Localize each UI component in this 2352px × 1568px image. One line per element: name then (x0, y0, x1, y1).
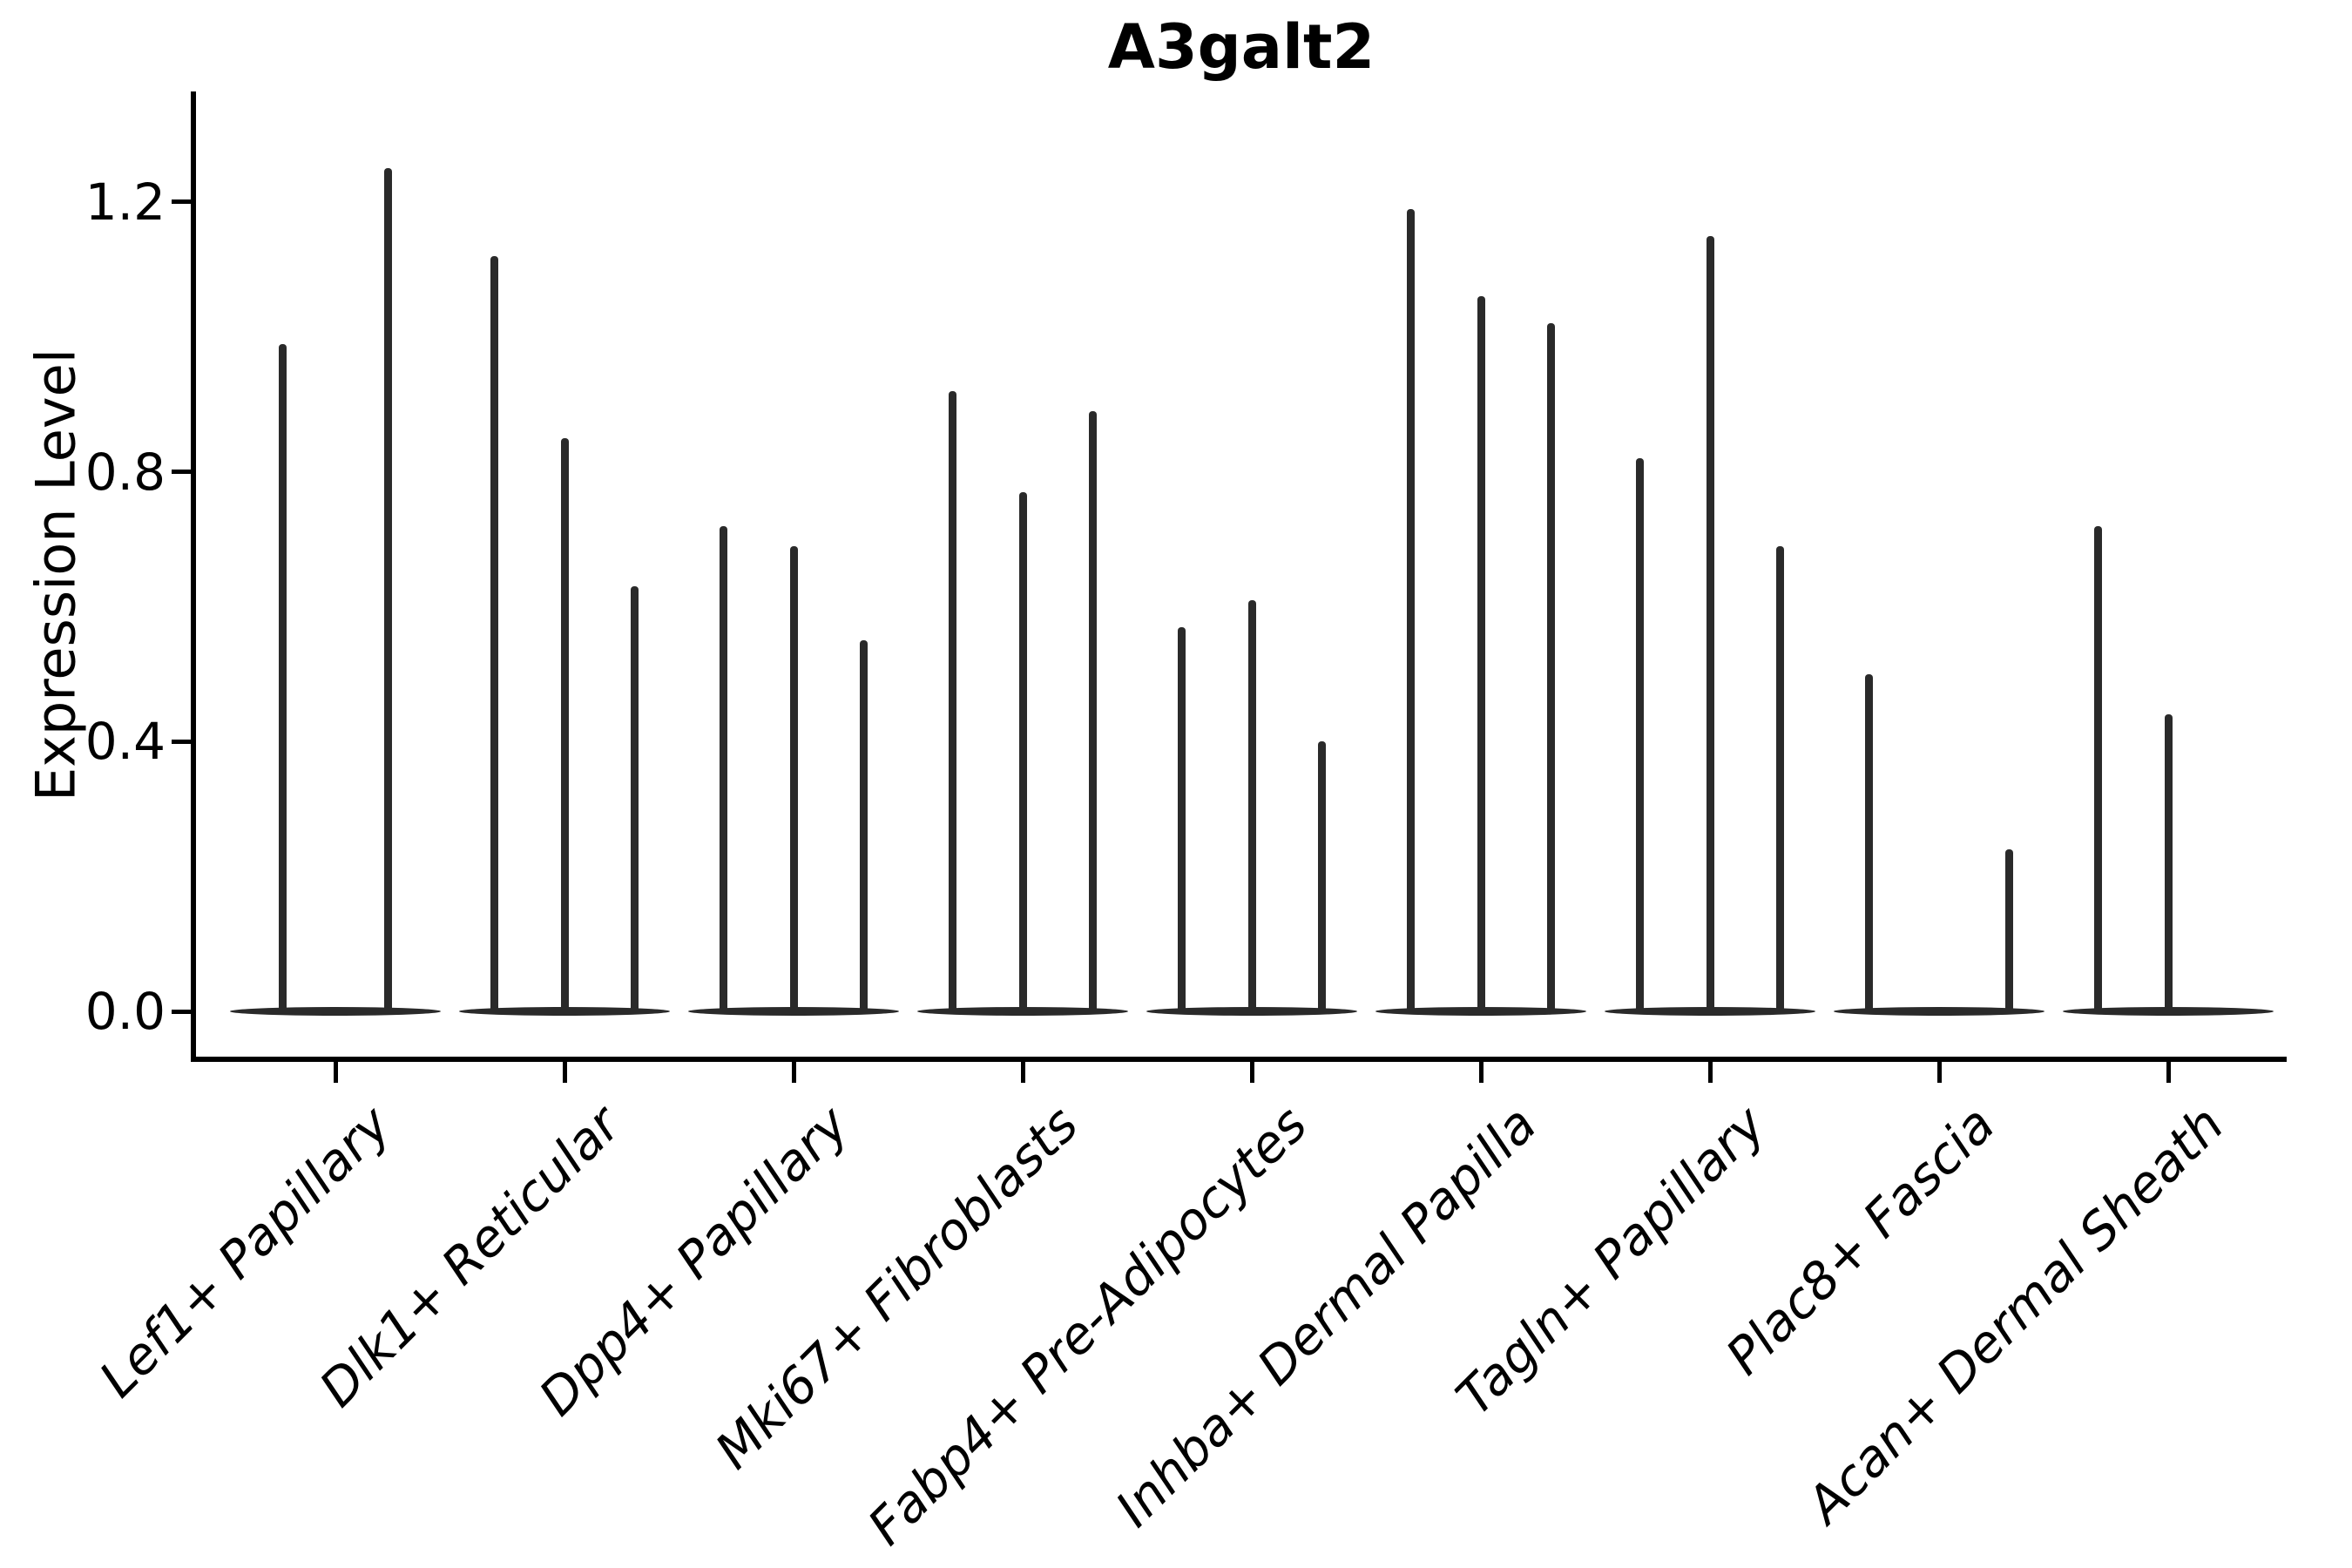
violin-spike (279, 343, 287, 1015)
x-tick-label: Inhba+ Dermal Papilla (1104, 1094, 1548, 1538)
x-tick-label: Fabp4+ Pre-Adipocytes (856, 1094, 1319, 1557)
chart-title: A3galt2 (1107, 11, 1375, 83)
violin-spike (1776, 545, 1785, 1015)
violin-spike (1018, 491, 1027, 1015)
y-tick-label: 0.0 (84, 982, 166, 1042)
violin-spike (1635, 458, 1644, 1015)
x-tick-mark (2166, 1062, 2171, 1083)
y-tick-mark (172, 199, 191, 205)
x-tick-mark (1478, 1062, 1484, 1083)
violin-spike (1177, 626, 1186, 1015)
violin-base (1834, 1007, 2044, 1017)
x-tick-mark (791, 1062, 796, 1083)
violin-spike (1477, 296, 1485, 1015)
violin-spike (860, 640, 868, 1015)
violin-spike (2005, 849, 2014, 1015)
violin-spike (1089, 411, 1098, 1015)
x-tick-mark (1707, 1062, 1713, 1083)
violin-spike (1547, 323, 1556, 1015)
y-tick-label: 0.4 (84, 712, 166, 772)
y-tick-label: 0.8 (84, 442, 166, 502)
violin-spike (1406, 208, 1415, 1015)
violin-spike (631, 586, 639, 1015)
x-tick-label: Acan+ Dermal Sheath (1794, 1094, 2235, 1535)
x-tick-mark (1249, 1062, 1254, 1083)
x-tick-mark (1936, 1062, 1942, 1083)
x-tick-mark (1020, 1062, 1025, 1083)
y-tick-mark (172, 470, 191, 475)
violin-spike (1864, 673, 1873, 1015)
y-tick-label: 1.2 (84, 172, 166, 232)
y-tick-mark (172, 739, 191, 744)
violin-spike (2164, 714, 2173, 1015)
violin-base (230, 1007, 441, 1017)
violin-spike (560, 437, 569, 1015)
violin-spike (719, 525, 727, 1015)
y-tick-mark (172, 1009, 191, 1014)
x-axis-spine (191, 1057, 2287, 1062)
violin-spike (490, 255, 498, 1015)
violin-spike (384, 168, 392, 1015)
violin-spike (789, 545, 798, 1015)
x-tick-mark (333, 1062, 338, 1083)
violin-spike (1318, 741, 1327, 1015)
violin-spike (948, 390, 956, 1015)
violin-spike (1706, 235, 1714, 1015)
y-axis-spine (191, 91, 196, 1062)
x-tick-mark (562, 1062, 567, 1083)
violin-spike (1247, 599, 1256, 1015)
violin-spike (2093, 525, 2102, 1015)
